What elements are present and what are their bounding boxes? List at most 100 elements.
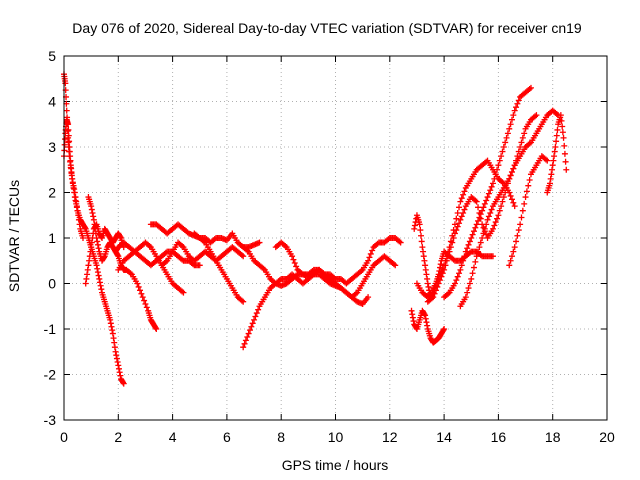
y-tick-label: 1 (48, 230, 56, 246)
data-point (114, 252, 121, 259)
data-point (437, 277, 444, 284)
data-point (496, 157, 503, 164)
data-point (465, 241, 472, 248)
data-point (458, 213, 465, 220)
data-point (552, 144, 559, 150)
data-point (88, 203, 95, 210)
data-point (502, 139, 509, 146)
x-tick-label: 20 (599, 429, 615, 445)
data-point (392, 262, 399, 269)
data-point (249, 320, 256, 327)
data-point (519, 134, 526, 141)
data-point (424, 280, 431, 287)
data-point (423, 319, 430, 326)
data-point (468, 275, 475, 282)
data-point (94, 269, 101, 276)
data-point (117, 233, 124, 240)
data-point (533, 112, 540, 119)
data-point (470, 264, 477, 271)
data-point (508, 253, 515, 260)
data-point (65, 126, 72, 133)
data-point (553, 132, 560, 139)
data-point (245, 330, 252, 337)
data-point (445, 253, 452, 260)
data-point (484, 216, 491, 223)
data-point (456, 270, 463, 277)
data-point (468, 235, 475, 241)
data-point (431, 290, 438, 297)
data-point (93, 235, 100, 241)
data-point (466, 238, 473, 245)
data-point (553, 138, 560, 145)
data-point (432, 287, 439, 294)
data-point (443, 257, 450, 264)
data-point (450, 235, 457, 241)
data-point (408, 307, 415, 314)
data-point (558, 117, 565, 124)
data-point (139, 294, 146, 301)
data-point (88, 244, 95, 251)
data-point (435, 280, 442, 287)
data-point (153, 326, 160, 332)
data-point (65, 121, 72, 128)
data-point (109, 330, 116, 337)
data-point (562, 158, 569, 165)
data-point (93, 262, 100, 269)
data-point (120, 379, 127, 386)
data-point (240, 344, 247, 351)
data-point (480, 204, 487, 211)
data-point (411, 225, 418, 232)
data-point (469, 231, 476, 238)
data-point (242, 337, 249, 344)
data-point (544, 157, 551, 164)
series-arc17 (441, 84, 534, 301)
data-point (518, 214, 525, 221)
y-tick-label: 3 (48, 139, 56, 155)
data-point (456, 204, 463, 211)
y-tick-label: 4 (48, 94, 56, 110)
data-point (420, 253, 427, 260)
data-point (461, 253, 468, 260)
data-point (522, 194, 529, 201)
data-point (141, 297, 148, 304)
data-point (116, 369, 123, 376)
data-point (473, 221, 480, 228)
data-point (506, 262, 513, 269)
data-point (500, 144, 507, 150)
x-tick-label: 10 (328, 429, 344, 445)
data-point (423, 271, 430, 278)
data-point (484, 194, 491, 201)
data-point (439, 270, 446, 277)
data-point (561, 142, 568, 149)
data-point (510, 165, 517, 172)
data-point (514, 232, 521, 239)
series-arc6 (115, 239, 187, 296)
data-point (253, 310, 260, 317)
data-point (422, 315, 429, 322)
data-point (507, 121, 514, 128)
data-point (70, 182, 77, 189)
data-point (488, 183, 495, 190)
data-point (563, 166, 570, 173)
data-point (457, 216, 464, 223)
data-point (82, 224, 89, 231)
data-point (526, 176, 533, 183)
data-point (442, 262, 449, 269)
data-point (472, 258, 479, 265)
data-point (71, 189, 78, 196)
data-point (515, 227, 522, 234)
data-point (75, 216, 82, 223)
x-tick-label: 0 (60, 429, 68, 445)
data-point (510, 112, 517, 119)
data-point (256, 239, 263, 246)
data-point (511, 107, 518, 114)
data-point (559, 123, 566, 130)
data-point (69, 179, 76, 186)
data-point (475, 248, 482, 255)
data-point (366, 254, 373, 261)
data-point (456, 220, 463, 227)
data-point (523, 188, 530, 195)
data-point (95, 272, 102, 279)
